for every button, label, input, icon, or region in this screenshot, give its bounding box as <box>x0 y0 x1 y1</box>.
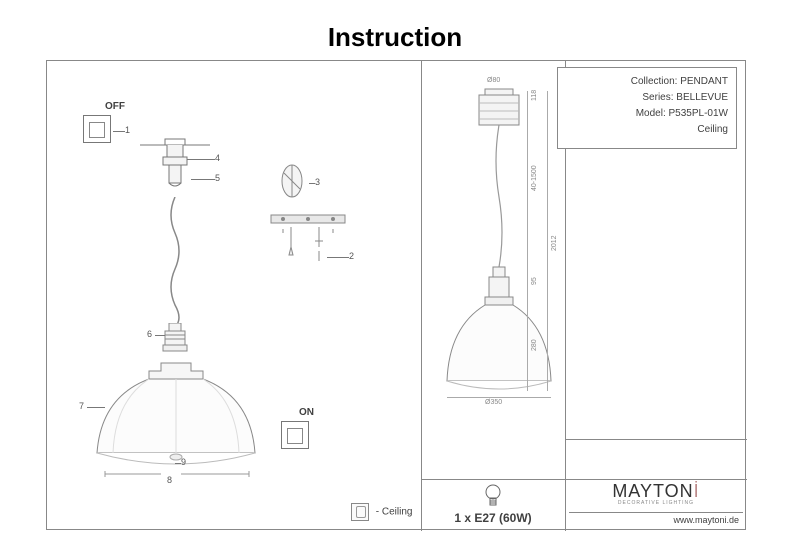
callout-4: 4 <box>215 153 220 163</box>
on-label: ON <box>299 407 314 418</box>
cord-icon <box>165 197 185 327</box>
bulb-spec-text: 1 x E27 (60W) <box>421 511 565 525</box>
page-title: Instruction <box>0 22 790 53</box>
callout-7: 7 <box>79 401 84 411</box>
brand-url: www.maytoni.de <box>569 512 743 525</box>
dim-top: Ø80 <box>487 77 500 84</box>
model-value: P535PL-01W <box>669 108 728 119</box>
wall-anchor-icon <box>275 161 309 201</box>
callout-1: 1 <box>125 125 130 135</box>
dimline-shade <box>447 397 551 398</box>
socket-icon <box>157 323 193 357</box>
legend: - Ceiling <box>351 503 412 521</box>
brand-logo: MAYTONİ <box>569 481 743 502</box>
dim-total: 2012 <box>551 235 558 251</box>
product-info-box: Collection: PENDANT Series: BELLEVUE Mod… <box>557 67 737 149</box>
callout-3: 3 <box>315 177 320 187</box>
dim-h2: 40-1500 <box>531 165 538 191</box>
lampshade-icon <box>91 357 261 477</box>
divider-h1 <box>565 439 747 440</box>
callout-6: 6 <box>147 329 152 339</box>
collection-label: Collection: <box>631 76 678 87</box>
legend-text: - Ceiling <box>376 507 413 518</box>
ceiling-symbol-icon <box>351 503 369 521</box>
dim-h1: 118 <box>531 90 538 101</box>
series-value: BELLEVUE <box>676 92 728 103</box>
dim-h3: 95 <box>531 277 538 285</box>
series-label: Series: <box>642 92 673 103</box>
dim-8-icon <box>103 469 253 479</box>
drawing-frame: Collection: PENDANT Series: BELLEVUE Mod… <box>46 60 746 530</box>
divider-v1 <box>421 61 422 531</box>
callout-9: 9 <box>181 457 186 467</box>
dimensional-drawing <box>443 81 555 431</box>
type-value: Ceiling <box>566 122 728 138</box>
callout-5: 5 <box>215 173 220 183</box>
dimline-v2 <box>547 91 548 391</box>
bulb-spec-cell: 1 x E27 (60W) <box>421 479 565 531</box>
callout-2: 2 <box>349 251 354 261</box>
bulb-icon <box>484 483 502 509</box>
dim-shade: Ø350 <box>485 399 502 406</box>
switch-off-icon <box>83 115 111 143</box>
dimline-v1 <box>527 91 528 391</box>
off-label: OFF <box>105 101 125 112</box>
dim-h4: 280 <box>531 339 538 351</box>
collection-value: PENDANT <box>680 76 728 87</box>
model-label: Model: <box>636 108 666 119</box>
ceiling-plate-icon <box>263 211 353 281</box>
brand-subtitle: DECORATIVE LIGHTING <box>569 500 743 506</box>
switch-on-icon <box>281 421 309 449</box>
brand-cell: MAYTONİ DECORATIVE LIGHTING www.maytoni.… <box>569 481 743 525</box>
